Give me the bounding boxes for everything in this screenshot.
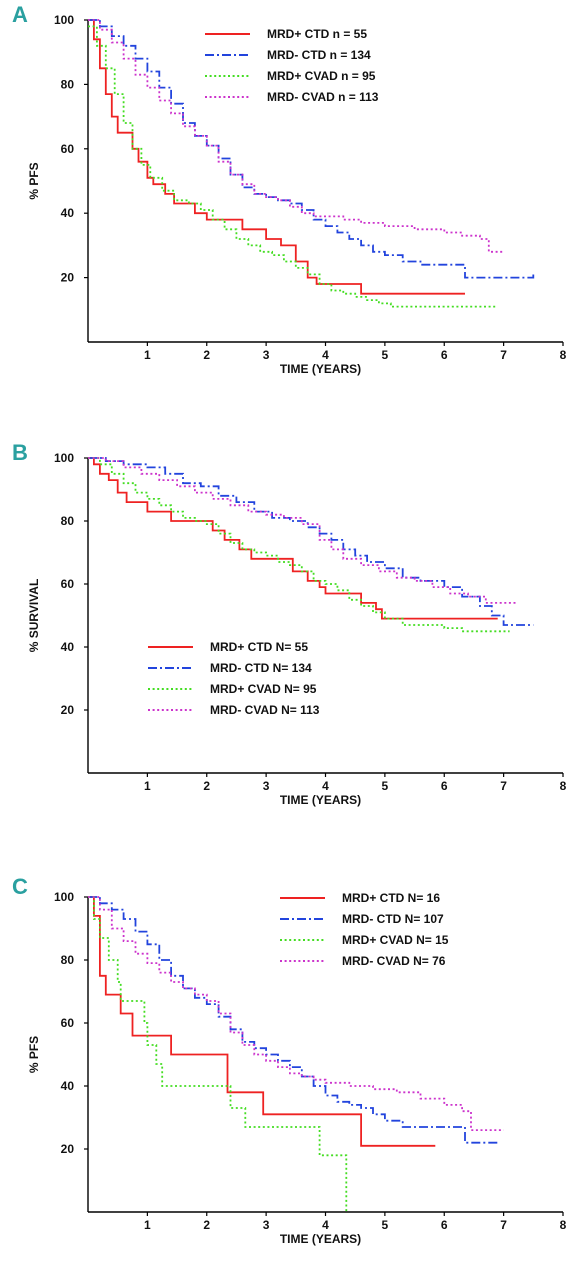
panel-a: A 1 2 3 4 5 6 7 8 20 40 60 80 100 TIME (YEARS) % PFS MRD…: [12, 2, 567, 376]
y-tick-label: 100: [54, 451, 74, 465]
x-tick-label: 7: [500, 779, 507, 793]
x-tick-label: 5: [382, 779, 389, 793]
y-tick-label: 100: [54, 13, 74, 27]
series-line-3: [88, 19, 504, 253]
legend-label: MRD- CVAD n = 113: [267, 90, 379, 104]
x-tick-label: 2: [203, 1218, 210, 1232]
y-tick-label: 60: [61, 1016, 75, 1030]
x-tick-label: 6: [441, 779, 448, 793]
y-tick-label: 40: [61, 1079, 75, 1093]
series-line-2: [88, 896, 348, 1212]
x-tick-label: 2: [203, 348, 210, 362]
x-tick-label: 6: [441, 1218, 448, 1232]
y-tick-label: 40: [61, 640, 75, 654]
y-axis-title: % PFS: [27, 1036, 41, 1073]
legend-label: MRD- CVAD N= 113: [210, 703, 320, 717]
x-tick-label: 2: [203, 779, 210, 793]
series-line-2: [88, 457, 510, 633]
panel-letter: A: [12, 2, 28, 27]
legend-label: MRD+ CTD N= 16: [342, 891, 440, 905]
x-tick-label: 5: [382, 348, 389, 362]
legend-label: MRD+ CVAD N= 15: [342, 933, 449, 947]
legend-label: MRD- CTD N= 134: [210, 661, 312, 675]
y-tick-label: 20: [61, 271, 75, 285]
y-tick-label: 40: [61, 206, 75, 220]
x-tick-label: 3: [263, 1218, 270, 1232]
x-tick-label: 4: [322, 779, 329, 793]
y-tick-label: 60: [61, 577, 75, 591]
x-tick-label: 8: [560, 779, 567, 793]
y-tick-label: 80: [61, 77, 75, 91]
legend-label: MRD+ CVAD n = 95: [267, 69, 376, 83]
series-line-0: [88, 896, 436, 1147]
legend-label: MRD- CTD n = 134: [267, 48, 371, 62]
series-line-0: [88, 457, 498, 620]
legend-label: MRD- CTD N= 107: [342, 912, 444, 926]
x-axis-title: TIME (YEARS): [280, 793, 361, 807]
y-tick-label: 60: [61, 142, 75, 156]
series-line-1: [88, 19, 535, 279]
x-tick-label: 7: [500, 348, 507, 362]
x-axis-title: TIME (YEARS): [280, 1232, 361, 1246]
y-tick-label: 20: [61, 1142, 75, 1156]
y-tick-label: 80: [61, 514, 75, 528]
series-line-1: [88, 896, 498, 1144]
series-line-1: [88, 457, 534, 626]
panel-letter: C: [12, 874, 28, 899]
panel-b: B 1 2 3 4 5 6 7 8 20 40 60 80 100 TIME (YEARS) % SURVIV…: [12, 440, 567, 807]
x-axis-title: TIME (YEARS): [280, 362, 361, 376]
series-line-3: [88, 457, 516, 604]
y-tick-label: 80: [61, 953, 75, 967]
y-tick-label: 100: [54, 890, 74, 904]
legend-label: MRD+ CTD N= 55: [210, 640, 308, 654]
y-axis-title: % SURVIVAL: [27, 579, 41, 653]
x-tick-label: 3: [263, 779, 270, 793]
x-tick-label: 1: [144, 348, 151, 362]
legend-label: MRD- CVAD N= 76: [342, 954, 446, 968]
x-tick-label: 8: [560, 1218, 567, 1232]
panel-letter: B: [12, 440, 28, 465]
x-tick-label: 8: [560, 348, 567, 362]
x-tick-label: 5: [382, 1218, 389, 1232]
x-tick-label: 1: [144, 1218, 151, 1232]
y-axis-title: % PFS: [27, 162, 41, 199]
x-tick-label: 6: [441, 348, 448, 362]
x-tick-label: 7: [500, 1218, 507, 1232]
y-tick-label: 20: [61, 703, 75, 717]
series-line-3: [88, 896, 504, 1131]
x-tick-label: 3: [263, 348, 270, 362]
legend-label: MRD+ CTD n = 55: [267, 27, 367, 41]
series-line-0: [88, 19, 465, 295]
panel-c: C 1 2 3 4 5 6 7 8 20 40 60 80 100 TIME (YEARS) % PFS MRD…: [12, 874, 567, 1246]
x-tick-label: 4: [322, 348, 329, 362]
series-line-2: [88, 25, 498, 308]
x-tick-label: 1: [144, 779, 151, 793]
legend-label: MRD+ CVAD N= 95: [210, 682, 317, 696]
x-tick-label: 4: [322, 1218, 329, 1232]
